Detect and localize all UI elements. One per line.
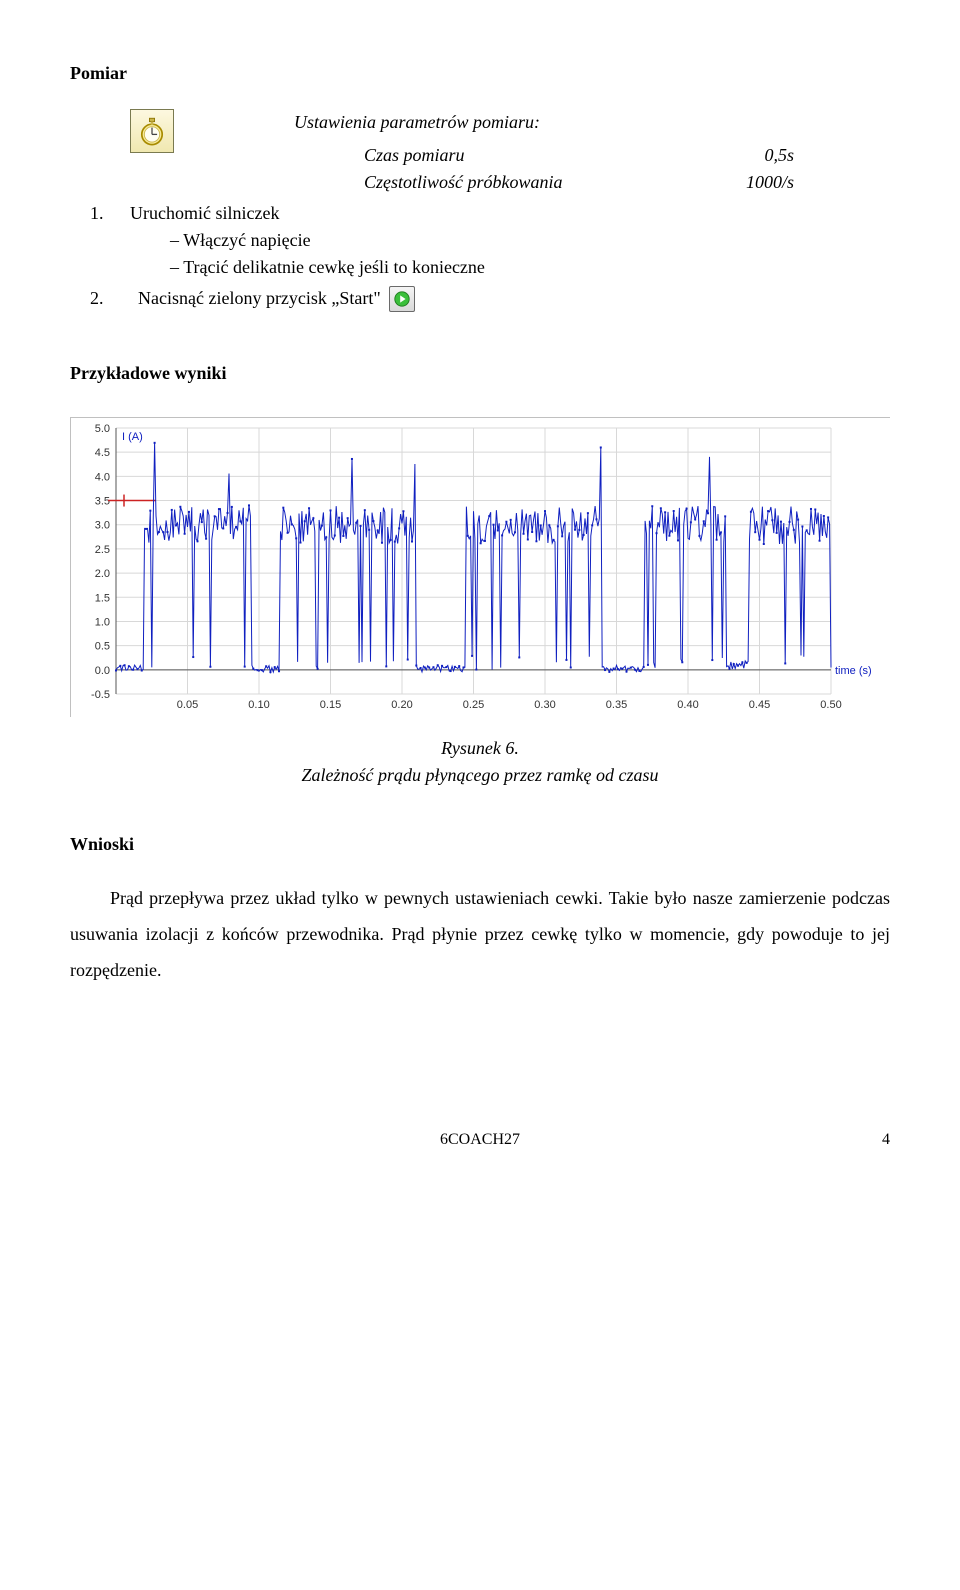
svg-text:time (s): time (s) xyxy=(835,665,872,677)
svg-text:0.20: 0.20 xyxy=(391,699,412,711)
svg-text:-0.5: -0.5 xyxy=(91,689,110,701)
svg-text:0.30: 0.30 xyxy=(534,699,555,711)
param-value-0: 0,5s xyxy=(764,142,794,169)
svg-text:0.10: 0.10 xyxy=(248,699,269,711)
svg-text:1.0: 1.0 xyxy=(95,616,110,628)
svg-text:3.0: 3.0 xyxy=(95,520,110,532)
svg-text:0.50: 0.50 xyxy=(820,699,841,711)
page-number: 4 xyxy=(882,1128,890,1152)
fig-caption-2: Zależność prądu płynącego przez ramkę od… xyxy=(70,762,890,789)
param-value-1: 1000/s xyxy=(746,169,794,196)
svg-text:0.35: 0.35 xyxy=(606,699,627,711)
step2-text: Nacisnąć zielony przycisk „Start" xyxy=(138,285,381,312)
svg-text:I (A): I (A) xyxy=(122,431,143,443)
svg-text:0.5: 0.5 xyxy=(95,641,110,653)
step1-sub1: Włączyć napięcie xyxy=(170,227,890,254)
svg-text:4.0: 4.0 xyxy=(95,471,110,483)
step1-text: Uruchomić silniczek xyxy=(130,200,279,227)
heading-wyniki: Przykładowe wyniki xyxy=(70,360,890,387)
svg-text:0.15: 0.15 xyxy=(320,699,341,711)
step2-num: 2. xyxy=(70,285,130,312)
footer-code: 6COACH27 xyxy=(440,1128,520,1152)
param-label-0: Czas pomiaru xyxy=(364,142,465,169)
params-title: Ustawienia parametrów pomiaru: xyxy=(294,109,890,136)
heading-pomiar: Pomiar xyxy=(70,60,890,87)
heading-wnioski: Wnioski xyxy=(70,831,890,858)
wnioski-body: Prąd przepływa przez układ tylko w pewny… xyxy=(70,880,890,988)
chart: 5.0 4.5 4.0 3.5 3.0 2.5 2.0 1.5 1.0 0.5 0.0 -0.5 0.0… xyxy=(70,417,890,717)
svg-text:1.5: 1.5 xyxy=(95,592,110,604)
play-icon xyxy=(389,286,415,312)
fig-caption-1: Rysunek 6. xyxy=(70,735,890,762)
stopwatch-icon xyxy=(130,109,174,153)
svg-text:0.0: 0.0 xyxy=(95,665,110,677)
svg-text:4.5: 4.5 xyxy=(95,447,110,459)
svg-text:2.0: 2.0 xyxy=(95,568,110,580)
svg-text:5.0: 5.0 xyxy=(95,423,110,435)
step1-sub2: Trącić delikatnie cewkę jeśli to koniecz… xyxy=(170,254,890,281)
svg-text:2.5: 2.5 xyxy=(95,544,110,556)
svg-text:0.05: 0.05 xyxy=(177,699,198,711)
svg-text:0.45: 0.45 xyxy=(749,699,770,711)
svg-text:0.40: 0.40 xyxy=(677,699,698,711)
svg-text:3.5: 3.5 xyxy=(95,496,110,508)
param-label-1: Częstotliwość próbkowania xyxy=(364,169,563,196)
svg-text:0.25: 0.25 xyxy=(463,699,484,711)
step1-num: 1. xyxy=(70,200,130,227)
